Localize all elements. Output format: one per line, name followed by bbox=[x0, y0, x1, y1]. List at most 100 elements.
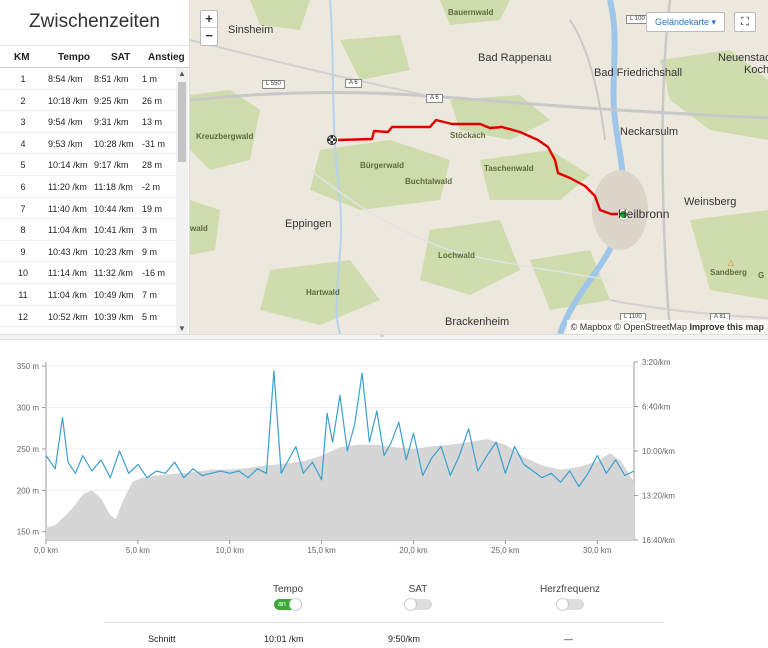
split-row[interactable]: 1 8:54 /km 8:51 /km 1 m bbox=[0, 68, 176, 90]
scroll-down-icon[interactable]: ▼ bbox=[178, 324, 186, 333]
x-tick-label: 25,0 km bbox=[491, 546, 520, 555]
splits-panel: Zwischenzeiten KM Tempo SAT Anstieg 1 8:5… bbox=[0, 0, 190, 334]
improve-map-link[interactable]: Improve this map bbox=[689, 322, 764, 332]
tempo-toggle[interactable]: an bbox=[274, 598, 302, 611]
split-tempo: 9:53 /km bbox=[48, 138, 83, 149]
scroll-up-icon[interactable]: ▲ bbox=[178, 69, 186, 78]
column-header-sat[interactable]: SAT bbox=[111, 52, 131, 63]
end-marker-icon bbox=[618, 209, 629, 220]
road-shield: A 6 bbox=[426, 94, 443, 103]
y-left-tick-label: 200 m bbox=[17, 486, 40, 495]
split-row[interactable]: 5 10:14 /km 9:17 /km 28 m bbox=[0, 154, 176, 176]
pace-line bbox=[45, 370, 635, 488]
toggle-knob bbox=[404, 598, 417, 611]
forest-label: G bbox=[758, 271, 765, 280]
column-header-km[interactable]: KM bbox=[14, 52, 30, 63]
forest-label: wald bbox=[190, 224, 208, 233]
split-row[interactable]: 10 11:14 /km 11:32 /km -16 m bbox=[0, 262, 176, 284]
y-right-tick-label: 3:20/km bbox=[642, 358, 671, 367]
town-label: Neckarsulm bbox=[620, 126, 679, 138]
split-sat: 10:44 /km bbox=[94, 203, 134, 214]
sat-toggle[interactable] bbox=[404, 598, 432, 611]
chart-legend: Tempo an SAT Herzfrequenz bbox=[0, 584, 768, 620]
legend-heart-rate: Herzfrequenz bbox=[530, 584, 610, 611]
split-tempo: 10:14 /km bbox=[48, 160, 88, 171]
y-left-tick-label: 150 m bbox=[17, 528, 40, 537]
split-km: 3 bbox=[20, 117, 26, 128]
split-row[interactable]: 12 10:52 /km 10:39 /km 5 m bbox=[0, 306, 176, 328]
split-tempo: 11:40 /km bbox=[48, 203, 87, 214]
scrollbar-thumb[interactable] bbox=[178, 82, 186, 162]
y-right-tick-label: 16:40/km bbox=[642, 536, 675, 545]
split-row[interactable]: 11 11:04 /km 10:49 /km 7 m bbox=[0, 284, 176, 306]
peak-icon: △ bbox=[728, 258, 735, 267]
legend-heart-rate-label: Herzfrequenz bbox=[539, 584, 601, 595]
forest-label: Buchtalwald bbox=[405, 177, 453, 186]
column-header-anstieg[interactable]: Anstieg bbox=[148, 52, 185, 63]
map-attribution: © Mapbox © OpenStreetMap Improve this ma… bbox=[566, 320, 768, 334]
x-tick-label: 0,0 km bbox=[34, 546, 58, 555]
split-row[interactable]: 9 10:43 /km 10:23 /km 9 m bbox=[0, 241, 176, 263]
x-tick-label: 10,0 km bbox=[216, 546, 245, 555]
x-tick-label: 15,0 km bbox=[307, 546, 336, 555]
split-tempo: 9:54 /km bbox=[48, 117, 83, 128]
split-ascent: 28 m bbox=[142, 160, 163, 171]
split-row[interactable]: 7 11:40 /km 10:44 /km 19 m bbox=[0, 198, 176, 220]
average-tempo: 10:01 /km bbox=[264, 634, 304, 644]
split-sat: 10:41 /km bbox=[94, 225, 134, 236]
town-label: Neuenstadt a bbox=[718, 52, 768, 64]
resize-divider[interactable]: ═ bbox=[0, 334, 768, 340]
splits-scrollbar[interactable]: ▲ ▼ bbox=[176, 68, 188, 334]
y-right-tick-label: 10:00/km bbox=[642, 447, 675, 456]
split-ascent: 19 m bbox=[142, 203, 163, 214]
legend-tempo-label: Tempo bbox=[272, 584, 303, 595]
split-sat: 9:25 /km bbox=[94, 95, 129, 106]
split-km: 4 bbox=[20, 138, 26, 149]
split-row[interactable]: 6 11:20 /km 11:18 /km -2 m bbox=[0, 176, 176, 198]
split-ascent: 3 m bbox=[142, 225, 158, 236]
split-tempo: 10:43 /km bbox=[48, 246, 88, 257]
heart-rate-toggle[interactable] bbox=[556, 598, 584, 611]
split-sat: 10:49 /km bbox=[94, 289, 134, 300]
split-ascent: 7 m bbox=[142, 289, 158, 300]
zoom-out-button[interactable]: − bbox=[205, 28, 213, 43]
toggle-knob bbox=[289, 598, 302, 611]
split-sat: 8:51 /km bbox=[94, 74, 129, 84]
elevation-pace-chart[interactable]: 350 m 300 m 250 m 200 m 150 m 3:20/km 6:40/km 1… bbox=[0, 344, 768, 566]
split-ascent: 1 m bbox=[142, 74, 158, 84]
zoom-control: + − bbox=[200, 10, 218, 46]
split-row[interactable]: 3 9:54 /km 9:31 /km 13 m bbox=[0, 111, 176, 133]
split-row[interactable]: 8 11:04 /km 10:41 /km 3 m bbox=[0, 219, 176, 241]
split-tempo: 10:18 /km bbox=[48, 95, 88, 106]
split-tempo: 11:04 /km bbox=[48, 225, 87, 236]
split-sat: 10:39 /km bbox=[94, 311, 134, 322]
fullscreen-icon[interactable]: ⛶ bbox=[734, 12, 756, 32]
split-ascent: 9 m bbox=[142, 246, 158, 257]
split-ascent: 13 m bbox=[142, 117, 163, 128]
column-header-tempo[interactable]: Tempo bbox=[58, 52, 91, 63]
split-sat: 9:31 /km bbox=[94, 117, 129, 128]
town-label: Sinsheim bbox=[228, 24, 274, 36]
split-tempo: 11:14 /km bbox=[48, 268, 87, 279]
forest-label: Sandberg bbox=[710, 268, 747, 277]
split-km: 11 bbox=[18, 289, 28, 300]
map-layer-select[interactable]: Geländekarte ▾ bbox=[646, 12, 726, 32]
x-tick-label: 20,0 km bbox=[399, 546, 428, 555]
split-ascent: -31 m bbox=[142, 138, 166, 149]
split-km: 6 bbox=[20, 181, 26, 192]
zoom-in-button[interactable]: + bbox=[201, 11, 217, 28]
map-canvas bbox=[190, 0, 768, 334]
elevation-area bbox=[46, 439, 634, 540]
road-shield: A 6 bbox=[345, 79, 362, 88]
splits-title: Zwischenzeiten bbox=[0, 0, 189, 46]
split-km: 2 bbox=[20, 95, 26, 106]
split-sat: 9:17 /km bbox=[94, 160, 129, 171]
legend-sat: SAT bbox=[378, 584, 458, 611]
average-heart-rate: — bbox=[564, 634, 573, 644]
drag-handle-icon[interactable]: ═ bbox=[380, 334, 385, 340]
split-row[interactable]: 2 10:18 /km 9:25 /km 26 m bbox=[0, 90, 176, 112]
route-map[interactable]: Sinsheim Bad Rappenau Bad Friedrichshall… bbox=[190, 0, 768, 334]
split-row[interactable]: 4 9:53 /km 10:28 /km -31 m bbox=[0, 133, 176, 155]
attribution-text[interactable]: © Mapbox © OpenStreetMap bbox=[570, 322, 687, 332]
forest-label: Kreuzbergwald bbox=[196, 132, 254, 141]
